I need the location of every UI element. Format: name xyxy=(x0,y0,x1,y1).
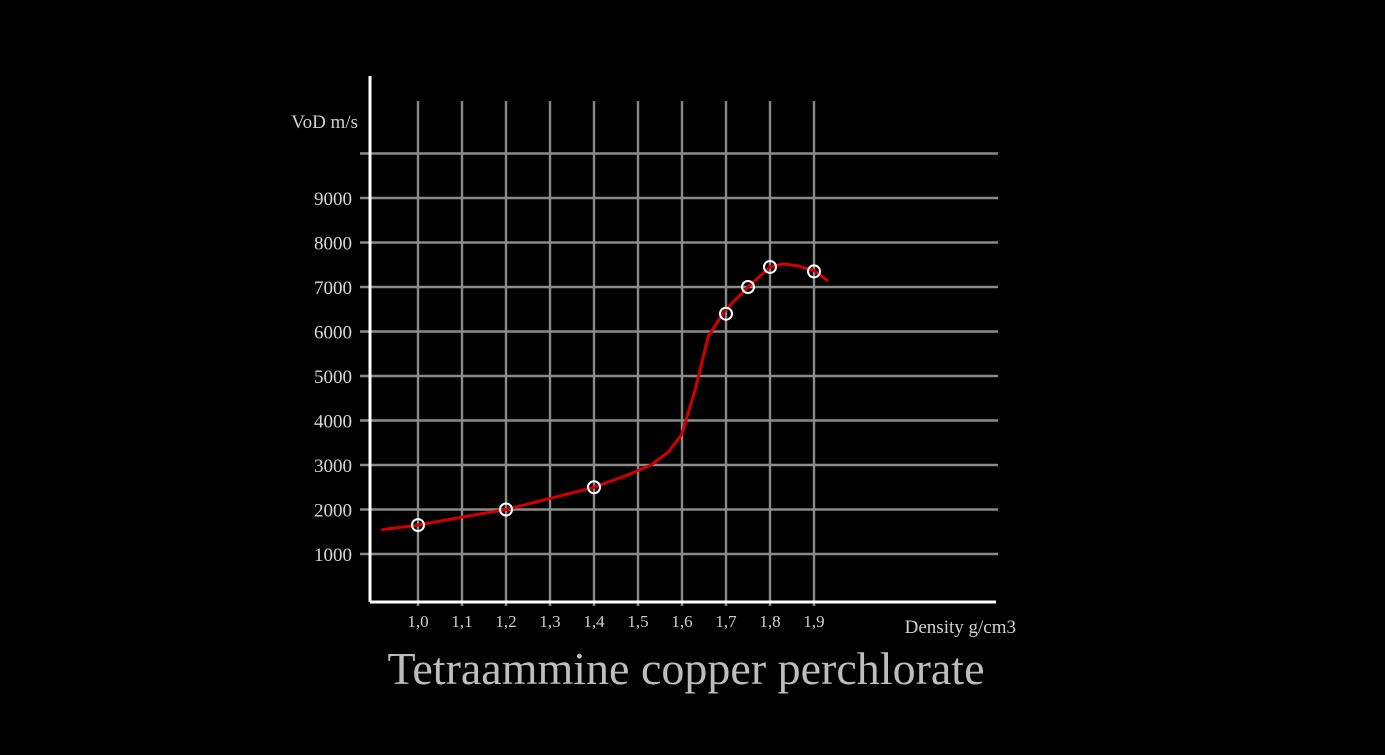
y-axis-label: VoD m/s xyxy=(291,112,358,133)
chart-title: Tetraammine copper perchlorate xyxy=(387,643,984,694)
x-tick-label: 1,1 xyxy=(451,612,472,631)
axes xyxy=(368,76,996,604)
x-tick-label: 1,6 xyxy=(671,612,692,631)
y-tick-label: 5000 xyxy=(314,367,352,388)
x-tick-label: 1,0 xyxy=(407,612,428,631)
grid xyxy=(360,101,998,606)
y-tick-label: 3000 xyxy=(314,456,352,477)
y-tick-label: 7000 xyxy=(314,278,352,299)
y-tick-label: 4000 xyxy=(314,412,352,433)
data-point xyxy=(719,306,733,321)
data-point xyxy=(587,480,601,495)
x-tick-label: 1,3 xyxy=(539,612,560,631)
series-line xyxy=(381,262,829,531)
x-tick-labels: 1,0 1,1 1,2 1,3 1,4 1,5 1,6 1,7 1,8 1,9 xyxy=(407,612,824,631)
y-tick-label: 2000 xyxy=(314,501,352,522)
x-tick-label: 1,7 xyxy=(715,612,737,631)
x-tick-label: 1,2 xyxy=(495,612,516,631)
x-axis-label: Density g/cm3 xyxy=(905,617,1016,638)
x-tick-label: 1,4 xyxy=(583,612,605,631)
x-tick-label: 1,5 xyxy=(627,612,648,631)
y-tick-label: 6000 xyxy=(314,323,352,344)
data-point xyxy=(807,264,821,279)
y-tick-label: 1000 xyxy=(314,545,352,566)
x-tick-label: 1,8 xyxy=(759,612,780,631)
y-tick-labels: 1000 2000 3000 4000 5000 6000 7000 8000 9000 xyxy=(314,189,352,566)
data-point xyxy=(763,259,777,274)
series xyxy=(381,259,829,533)
x-tick-label: 1,9 xyxy=(803,612,824,631)
data-point xyxy=(411,518,425,533)
y-tick-label: 9000 xyxy=(314,189,352,210)
data-point xyxy=(741,280,755,294)
y-tick-label: 8000 xyxy=(314,234,352,255)
data-point xyxy=(499,502,513,517)
